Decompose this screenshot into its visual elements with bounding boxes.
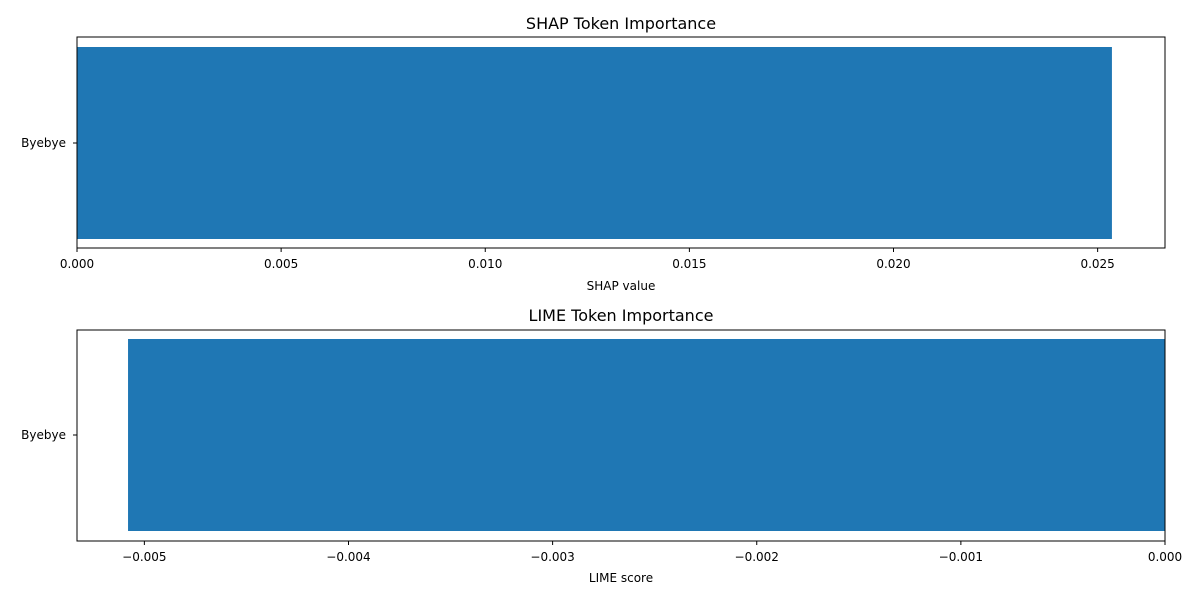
lime-xtick-label: −0.003 — [530, 550, 574, 564]
shap-title: SHAP Token Importance — [526, 14, 716, 33]
lime-y-ticks: Byebye — [21, 428, 77, 442]
shap-y-ticks: Byebye — [21, 136, 77, 150]
lime-xtick-label: 0.000 — [1148, 550, 1182, 564]
lime-xtick-label: −0.002 — [735, 550, 779, 564]
shap-xlabel: SHAP value — [587, 279, 656, 293]
lime-xtick-label: −0.005 — [122, 550, 166, 564]
lime-xtick-label: −0.004 — [326, 550, 370, 564]
shap-x-ticks: 0.000 0.005 0.010 0.015 0.020 0.025 — [60, 248, 1115, 271]
shap-xtick-label: 0.020 — [876, 257, 910, 271]
lime-bar-byebye — [128, 339, 1166, 531]
shap-panel: SHAP Token Importance Byebye 0.000 0.005 0… — [21, 14, 1166, 293]
shap-bar-byebye — [77, 47, 1112, 239]
lime-title: LIME Token Importance — [529, 306, 714, 325]
shap-xtick-label: 0.025 — [1080, 257, 1114, 271]
lime-bars — [128, 339, 1166, 531]
shap-ytick-label: Byebye — [21, 136, 66, 150]
lime-xlabel: LIME score — [589, 571, 653, 585]
lime-ytick-label: Byebye — [21, 428, 66, 442]
lime-panel: LIME Token Importance Byebye −0.005 −0.00… — [21, 306, 1182, 585]
shap-xtick-label: 0.005 — [264, 257, 298, 271]
shap-xtick-label: 0.010 — [468, 257, 502, 271]
shap-bars — [77, 47, 1112, 239]
lime-x-ticks: −0.005 −0.004 −0.003 −0.002 −0.001 0.000 — [122, 541, 1182, 564]
shap-xtick-label: 0.000 — [60, 257, 94, 271]
shap-xtick-label: 0.015 — [672, 257, 706, 271]
lime-xtick-label: −0.001 — [939, 550, 983, 564]
